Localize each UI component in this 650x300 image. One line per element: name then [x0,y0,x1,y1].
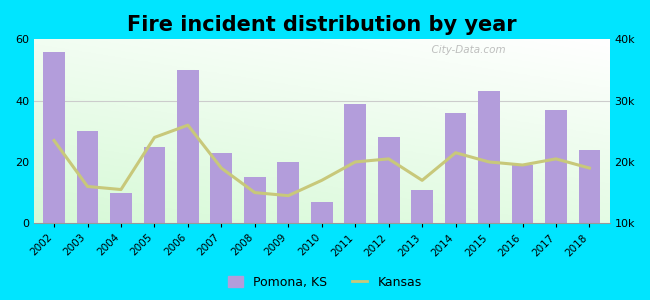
Bar [578,150,601,223]
Title: Fire incident distribution by year: Fire incident distribution by year [127,15,517,35]
Bar [512,165,534,223]
Bar [344,104,366,223]
Bar [378,137,400,223]
Bar [278,162,299,223]
Legend: Pomona, KS, Kansas: Pomona, KS, Kansas [224,271,426,294]
Text: City-Data.com: City-Data.com [425,45,506,55]
Bar [411,190,433,223]
Bar [478,92,500,223]
Bar [545,110,567,223]
Bar [144,147,165,223]
Bar [110,193,132,223]
Bar [43,52,65,223]
Bar [177,70,199,223]
Bar [244,177,266,223]
Bar [77,131,98,223]
Bar [211,153,232,223]
Bar [311,202,333,223]
Bar [445,113,467,223]
